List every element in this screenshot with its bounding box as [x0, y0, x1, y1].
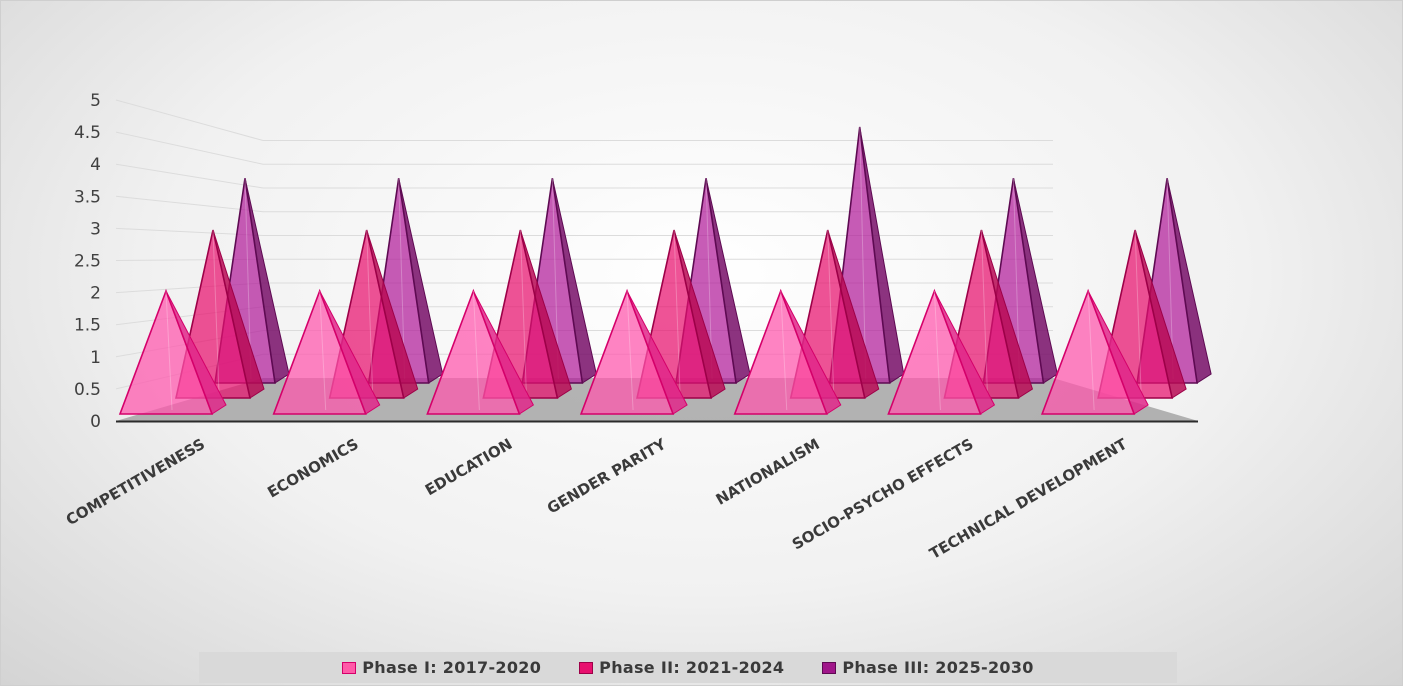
legend-item-phase-2: Phase II: 2021-2024 [579, 658, 784, 677]
pyramid-bar [887, 288, 996, 415]
y-tick-label: 0 [90, 412, 101, 432]
pyramid-bar [426, 288, 535, 415]
gridline-side [115, 163, 264, 189]
legend-item-phase-3: Phase III: 2025-2030 [822, 658, 1033, 677]
x-category-label: NATIONALISM [713, 435, 823, 509]
legend-swatch [579, 661, 594, 674]
y-tick-label: 1 [90, 348, 101, 368]
gridline-side [115, 195, 264, 213]
y-tick-label: 3 [90, 219, 101, 239]
pyramid-bar [733, 288, 842, 415]
gridline-side [115, 99, 264, 141]
y-tick-label: 4.5 [74, 123, 101, 143]
x-category-label: EDUCATION [422, 435, 515, 499]
pyramid-bar [579, 288, 688, 415]
y-tick-label: 1.5 [74, 316, 101, 336]
legend-swatch [342, 661, 357, 674]
gridline-side [115, 131, 264, 165]
pyramid-bar [1040, 288, 1149, 415]
y-tick-label: 2.5 [74, 252, 101, 272]
pyramid-bar [272, 288, 381, 415]
y-tick-label: 2 [90, 284, 101, 304]
legend-swatch [822, 661, 837, 674]
legend: Phase I: 2017-2020 Phase II: 2021-2024 P… [199, 652, 1177, 683]
x-category-label: ECONOMICS [264, 435, 361, 502]
y-tick-label: 4 [90, 155, 101, 175]
y-tick-label: 0.5 [74, 380, 101, 400]
y-tick-label: 3.5 [74, 187, 101, 207]
x-category-label: COMPETITIVENESS [63, 435, 208, 529]
pyramid-bar [118, 288, 227, 415]
x-category-label: GENDER PARITY [544, 434, 670, 517]
legend-label: Phase III: 2025-2030 [842, 658, 1034, 677]
legend-label: Phase I: 2017-2020 [362, 658, 542, 677]
y-tick-label: 5 [90, 91, 101, 111]
legend-item-phase-1: Phase I: 2017-2020 [342, 658, 541, 677]
legend-label: Phase II: 2021-2024 [599, 658, 785, 677]
